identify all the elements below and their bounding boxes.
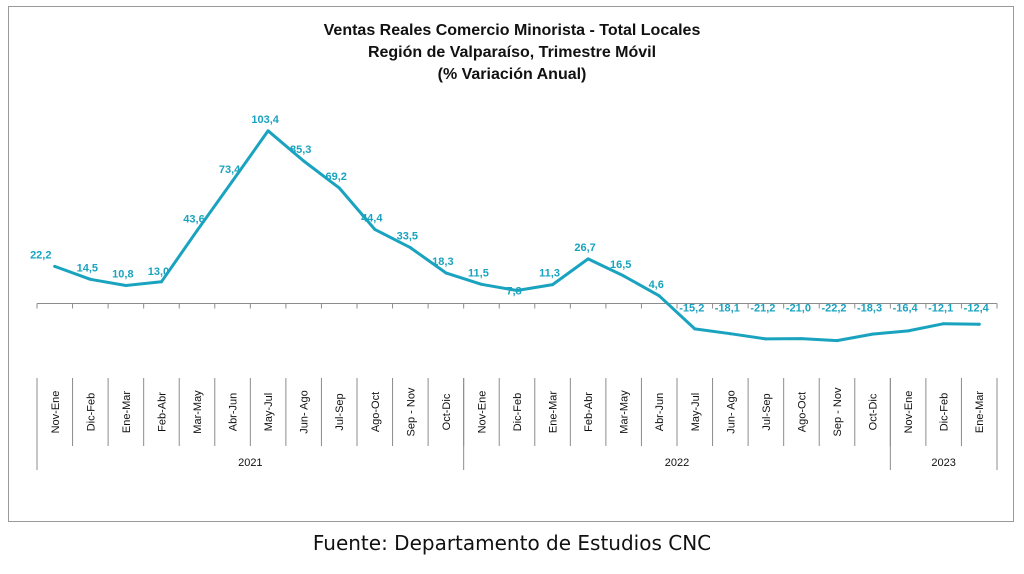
x-tick-label: Nov-Ene [50,391,62,434]
data-label: 44,4 [361,212,383,224]
x-tick-label: May-Jul [263,393,275,432]
data-label: 26,7 [574,242,595,254]
data-label: 7,8 [506,285,521,297]
x-tick-label: Mar-May [619,390,631,434]
data-point [551,283,555,287]
x-tick-label: Nov-Ene [476,391,488,434]
x-tick-label: May-Jul [690,393,702,432]
data-label: 85,3 [290,144,311,156]
data-label: -12,4 [964,303,990,315]
chart-subtitle-units: (% Variación Anual) [437,66,587,83]
data-label: 22,2 [30,249,51,261]
year-label: 2023 [931,457,955,469]
data-point [906,329,910,333]
data-point [622,274,626,278]
data-point [764,337,768,341]
x-tick-label: Oct-Dic [868,393,880,430]
data-label: 18,3 [432,256,453,268]
data-label: 103,4 [251,114,279,126]
data-point [408,246,412,250]
data-point [586,257,590,261]
data-label: -22,2 [821,303,846,315]
x-tick-label: Jul-Sep [334,393,346,430]
data-point [195,229,199,233]
x-tick-label: Ago-Oct [796,392,808,432]
data-label: 69,2 [326,171,347,183]
x-tick-label: Jun- Ago [725,390,737,433]
data-point [373,227,377,231]
chart-frame [8,6,1014,522]
data-point [657,294,661,298]
data-point [159,280,163,284]
data-label: 11,5 [468,267,489,279]
data-point [444,271,448,275]
data-point [302,159,306,163]
x-tick-label: Abr-Jun [654,393,666,432]
data-label: -21,0 [786,303,811,315]
data-label: 73,4 [219,164,241,176]
data-label: -18,1 [715,303,740,315]
x-tick-label: Mar-May [192,390,204,434]
x-tick-label: Ene-Mar [548,391,560,434]
data-point [728,332,732,336]
x-tick-label: Nov-Ene [903,391,915,434]
data-point [942,322,946,326]
x-tick-label: Oct-Dic [441,393,453,430]
source-note: Fuente: Departamento de Estudios CNC [312,531,712,555]
x-tick-label: Dic-Feb [939,393,951,432]
year-label: 2021 [238,457,262,469]
x-tick-label: Ene-Mar [121,391,133,434]
data-point [231,179,235,183]
data-label: 43,6 [183,214,204,226]
data-label: 10,8 [112,268,133,280]
x-tick-label: Dic-Feb [512,393,524,432]
x-tick-label: Jun- Ago [299,390,311,433]
chart-title: Ventas Reales Comercio Minorista - Total… [323,22,701,39]
x-tick-label: Dic-Feb [85,393,97,432]
data-label: -15,2 [679,303,704,315]
year-label: 2022 [665,457,689,469]
data-label: -21,2 [750,303,775,315]
data-label: -16,4 [893,303,919,315]
data-label: 11,3 [539,268,560,280]
data-label: 33,5 [397,231,418,243]
data-point [977,322,981,326]
data-label: -18,3 [857,303,882,315]
x-tick-label: Ago-Oct [370,392,382,432]
data-point [693,327,697,331]
data-point [124,283,128,287]
data-point [835,339,839,343]
data-point [871,332,875,336]
x-tick-label: Abr-Jun [228,393,240,432]
data-point [53,264,57,268]
x-tick-label: Sep - Nov [405,387,417,436]
x-tick-label: Feb-Abr [156,392,168,432]
data-label: 4,6 [649,279,664,291]
x-tick-label: Ene-Mar [974,391,986,434]
data-label: 13,0 [148,266,169,278]
data-label: 14,5 [77,262,98,274]
data-point [88,277,92,281]
x-tick-label: Sep - Nov [832,387,844,436]
data-point [479,282,483,286]
data-label: 16,5 [610,259,631,271]
data-point [515,288,519,292]
data-point [337,186,341,190]
data-point [799,337,803,341]
x-tick-label: Jul-Sep [761,393,773,430]
data-point [266,129,270,133]
x-tick-label: Feb-Abr [583,392,595,432]
data-label: -12,1 [928,303,953,315]
chart-subtitle: Región de Valparaíso, Trimestre Móvil [367,44,657,61]
